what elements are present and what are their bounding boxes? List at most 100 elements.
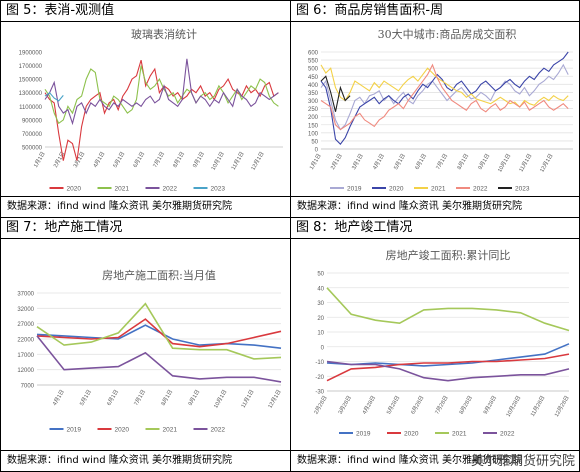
x-tick-label: 6月1日 bbox=[132, 151, 147, 169]
series-line-2020 bbox=[326, 353, 570, 382]
y-tick-label: 350 bbox=[308, 91, 319, 97]
chart-completion: 房地产竣工面积:累计同比 -30 -20 -10 0 10 20 30 40 50 2月28日 3月2… bbox=[313, 248, 571, 438]
panel-header: 图 5：表消-观测值 bbox=[1, 1, 290, 22]
watermark: 美尔雅期货研究院 bbox=[470, 454, 575, 469]
x-tick-label: 1月1日 bbox=[32, 151, 47, 169]
x-tick-label: 11月28日 bbox=[529, 395, 546, 418]
y-tick-label: 900000 bbox=[22, 118, 43, 124]
panel-header: 图 7：地产施工情况 bbox=[1, 218, 290, 239]
y-tick-label: 450 bbox=[308, 75, 319, 81]
chart-housing-sales: 30大中城市:商品房成交面积 0 50 100 150 200 250 300 350 400 45… bbox=[308, 27, 573, 193]
x-tick-label: 7月1日 bbox=[152, 151, 167, 169]
x-tick-label: 5月1日 bbox=[78, 389, 93, 407]
y-tick-label: 400 bbox=[308, 83, 319, 89]
panel-completion: 图 8：地产竣工情况 房地产竣工面积:累计同比 -30 -20 -10 0 10 20 30 4… bbox=[290, 217, 580, 472]
legend-label: 2023 bbox=[211, 186, 226, 193]
source-note: 数据来源：ifind wind 隆众资讯 美尔雅期货研究院 bbox=[291, 196, 579, 217]
x-tick-label: 9月1日 bbox=[187, 389, 202, 407]
legend-label: 2020 bbox=[115, 427, 130, 434]
x-tick-label: 6月1日 bbox=[105, 389, 120, 407]
y-tick-label: 500 bbox=[308, 67, 319, 73]
y-tick-label: -30 bbox=[315, 390, 324, 396]
x-tick-label: 12月1日 bbox=[250, 151, 266, 172]
y-tick-label: 1300000 bbox=[19, 91, 43, 97]
legend-label: 2020 bbox=[404, 431, 419, 438]
y-tick-label: 100 bbox=[308, 131, 319, 137]
series-line-2022 bbox=[44, 58, 279, 126]
legend-label: 2020 bbox=[389, 186, 404, 193]
y-tick-label: 250 bbox=[308, 107, 319, 113]
panel-header: 图 6：商品房销售面积-周 bbox=[291, 1, 579, 22]
series-line-2021 bbox=[36, 302, 282, 360]
y-tick-label: 700000 bbox=[22, 132, 43, 138]
chart-title: 房地产施工面积:当月值 bbox=[102, 268, 216, 282]
y-tick-label: 17000 bbox=[17, 353, 34, 359]
series-line-2020 bbox=[320, 51, 569, 146]
chart-title: 30大中城市:商品房成交面积 bbox=[378, 27, 517, 41]
source-note: 数据来源：ifind wind 隆众资讯 美尔雅期货研究院 bbox=[1, 196, 290, 217]
x-tick-label: 3月1日 bbox=[350, 153, 365, 171]
source-note: 数据来源：ifind wind 隆众资讯 美尔雅期货研究院 bbox=[1, 450, 290, 471]
x-tick-label: 4月1日 bbox=[371, 153, 386, 171]
x-tick-label: 10月1日 bbox=[210, 151, 226, 172]
legend-label: 2022 bbox=[500, 431, 515, 438]
y-tick-label: 32000 bbox=[17, 307, 34, 313]
x-tick-label: 8月1日 bbox=[171, 151, 186, 169]
series-line-2020 bbox=[36, 318, 282, 348]
legend-label: 2023 bbox=[515, 186, 530, 193]
x-tick-label: 8月28日 bbox=[458, 395, 474, 416]
y-tick-label: 1900000 bbox=[19, 51, 43, 57]
legend-label: 2022 bbox=[473, 186, 488, 193]
y-tick-label: 150 bbox=[308, 123, 319, 129]
chart-glass-consumption: 玻璃表消统计 500000 700000 900000 1100000 1300000 15… bbox=[19, 27, 283, 193]
y-tick-label: 12000 bbox=[17, 368, 34, 374]
series-line-2022 bbox=[326, 360, 570, 382]
x-tick-label: 6月28日 bbox=[409, 395, 425, 416]
legend-label: 2019 bbox=[356, 431, 371, 438]
x-tick-label: 10月1日 bbox=[212, 389, 228, 410]
y-tick-label: 1100000 bbox=[19, 105, 43, 111]
y-tick-label: 27000 bbox=[17, 322, 34, 328]
x-tick-label: 2月1日 bbox=[329, 153, 344, 171]
legend-label: 2021 bbox=[115, 186, 130, 193]
chart-title: 玻璃表消统计 bbox=[131, 27, 197, 41]
legend-label: 2021 bbox=[431, 186, 446, 193]
panel-header: 图 8：地产竣工情况 bbox=[291, 218, 579, 239]
panel-glass-consumption: 图 5：表消-观测值 玻璃表消统计 500000 700000 900000 11000… bbox=[0, 0, 291, 218]
chart-title: 房地产竣工面积:累计同比 bbox=[386, 248, 511, 262]
y-tick-label: 40 bbox=[317, 286, 324, 292]
panel-construction: 图 7：地产施工情况 房地产施工面积:当月值 7000 12000 17000 2200… bbox=[0, 217, 291, 472]
x-tick-label: 6月1日 bbox=[413, 153, 428, 171]
source-note: 数据来源：ifind wind 隆众资讯 美尔雅期货研究院 bbox=[291, 450, 579, 471]
series-line-2023 bbox=[320, 75, 351, 112]
x-tick-label: 2月28日 bbox=[313, 395, 329, 416]
y-tick-label: -10 bbox=[315, 360, 324, 366]
x-tick-label: 11月1日 bbox=[518, 153, 534, 174]
y-tick-label: 10 bbox=[317, 331, 324, 337]
x-tick-label: 3月1日 bbox=[72, 151, 87, 169]
series-line-2023 bbox=[44, 91, 64, 102]
legend-label: 2022 bbox=[163, 186, 178, 193]
legend-label: 2021 bbox=[163, 427, 178, 434]
series-line-2021 bbox=[320, 64, 569, 108]
series-line-2022 bbox=[36, 335, 282, 383]
x-tick-label: 4月28日 bbox=[361, 395, 377, 416]
series-line-2019 bbox=[326, 343, 570, 367]
x-tick-label: 9月28日 bbox=[482, 395, 498, 416]
y-tick-label: 50 bbox=[311, 139, 318, 145]
x-tick-label: 12月1日 bbox=[538, 153, 554, 174]
y-tick-label: 550 bbox=[308, 59, 319, 65]
x-tick-label: 7月28日 bbox=[434, 395, 450, 416]
legend-label: 2021 bbox=[452, 431, 467, 438]
x-tick-label: 7月1日 bbox=[133, 389, 148, 407]
series-line-2021 bbox=[326, 287, 570, 332]
x-tick-label: 4月1日 bbox=[51, 389, 66, 407]
y-tick-label: 200 bbox=[308, 115, 319, 121]
x-tick-label: 9月1日 bbox=[191, 151, 206, 169]
x-tick-label: 7月1日 bbox=[435, 153, 450, 171]
x-tick-label: 5月1日 bbox=[112, 151, 127, 169]
x-tick-label: 12月1日 bbox=[267, 389, 283, 410]
x-tick-label: 10月1日 bbox=[496, 153, 512, 174]
panel-housing-sales: 图 6：商品房销售面积-周 30大中城市:商品房成交面积 0 50 100 150 200… bbox=[290, 0, 580, 218]
